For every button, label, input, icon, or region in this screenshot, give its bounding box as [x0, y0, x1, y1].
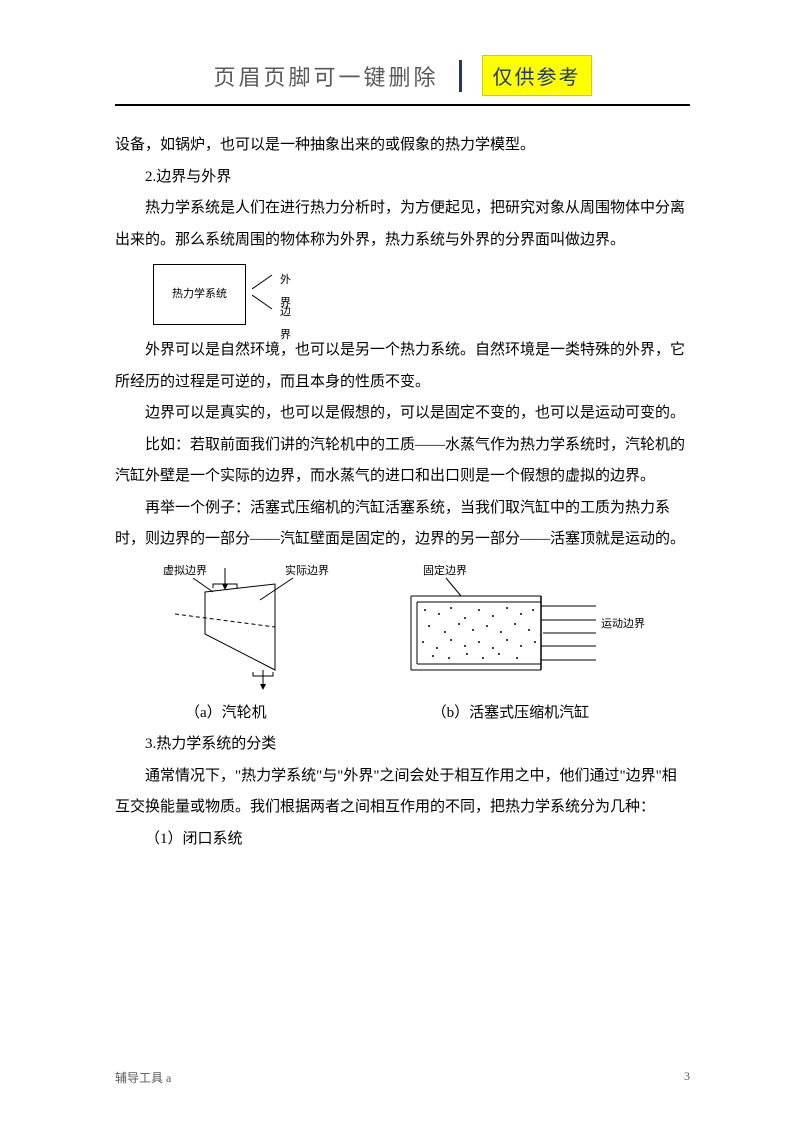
page-header: 页眉页脚可一键删除 仅供参考: [115, 55, 690, 106]
diagram-1-label-boundary: 边界: [280, 301, 291, 347]
heading-3: 3.热力学系统的分类: [115, 729, 690, 761]
paragraph-2: 热力学系统是人们在进行热力分析时，为方便起见，把研究对象从周围物体中分离出来的。…: [115, 193, 690, 256]
diagram-1: 热力学系统 外界 边界: [153, 264, 690, 325]
paragraph-7: 通常情况下，"热力学系统"与"外界"之间会处于相互作用之中，他们通过"边界"相互…: [115, 761, 690, 824]
header-badge: 仅供参考: [482, 55, 592, 96]
figure-a: 虚拟边界 实际边界: [145, 562, 365, 692]
figures-row: 虚拟边界 实际边界: [145, 562, 690, 692]
paragraph-5: 比如：若取前面我们讲的汽轮机中的工质——水蒸气作为热力学系统时，汽轮机的汽缸外壁…: [115, 430, 690, 493]
figure-a-real-label: 实际边界: [285, 563, 329, 577]
header-divider: [459, 60, 462, 92]
paragraph-3: 外界可以是自然环境，也可以是另一个热力系统。自然环境是一类特殊的外界，它所经历的…: [115, 335, 690, 398]
document-body: 设备，如锅炉，也可以是一种抽象出来的或假象的热力学模型。 2.边界与外界 热力学…: [115, 130, 690, 855]
diagram-1-box: 热力学系统: [153, 264, 246, 325]
paragraph-4: 边界可以是真实的，也可以是假想的，可以是固定不变的，也可以是运动可变的。: [115, 398, 690, 430]
footer-page-number: 3: [684, 1069, 690, 1086]
figure-a-virtual-label: 虚拟边界: [163, 563, 207, 577]
figure-a-svg: 虚拟边界 实际边界: [145, 562, 365, 692]
paragraph-6: 再举一个例子：活塞式压缩机的汽缸活塞系统，当我们取汽缸中的工质为热力系时，则边界…: [115, 493, 690, 556]
figure-captions: （a）汽轮机 （b）活塞式压缩机汽缸: [115, 698, 690, 730]
diagram-1-lines-icon: [252, 267, 276, 317]
heading-2: 2.边界与外界: [115, 162, 690, 194]
footer-left: 辅导工具 a: [115, 1069, 171, 1086]
figure-b: 固定边界 运动边界: [391, 562, 661, 692]
figure-b-caption: （b）活塞式压缩机汽缸: [432, 698, 590, 730]
page-footer: 辅导工具 a 3: [115, 1069, 690, 1086]
figure-b-moving-label: 运动边界: [601, 617, 645, 630]
paragraph-8: （1）闭口系统: [115, 824, 690, 856]
paragraph-1: 设备，如锅炉，也可以是一种抽象出来的或假象的热力学模型。: [115, 130, 690, 162]
figure-b-svg: 固定边界 运动边界: [391, 562, 661, 692]
header-title: 页眉页脚可一键删除: [213, 60, 438, 92]
figure-a-caption: （a）汽轮机: [185, 698, 267, 730]
figure-b-fixed-label: 固定边界: [423, 563, 467, 577]
